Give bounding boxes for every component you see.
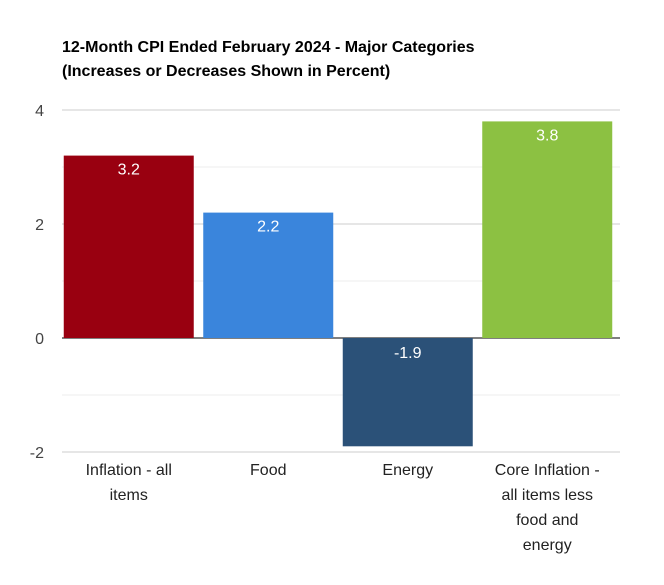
bar-value-label: 2.2 — [257, 219, 279, 236]
x-category-label: Inflation - all — [86, 462, 172, 479]
x-category-label: Energy — [382, 462, 433, 479]
y-tick-label: 4 — [35, 103, 44, 120]
bar-value-label: 3.2 — [118, 162, 140, 179]
y-tick-label: 2 — [35, 217, 44, 234]
chart-title: 12-Month CPI Ended February 2024 - Major… — [62, 39, 475, 56]
bar — [482, 121, 613, 339]
x-category-label: Food — [250, 462, 286, 479]
bar-value-label: 3.8 — [536, 127, 558, 144]
chart-subtitle: (Increases or Decreases Shown in Percent… — [62, 63, 391, 80]
y-tick-label: -2 — [30, 445, 44, 462]
x-category-label: food and — [516, 512, 578, 529]
x-category-label: Core Inflation - — [495, 462, 600, 479]
bar — [63, 155, 194, 338]
bar-value-label: -1.9 — [394, 345, 422, 362]
bar — [203, 212, 334, 338]
chart-title-block: 12-Month CPI Ended February 2024 - Major… — [62, 36, 475, 84]
x-category-label: energy — [523, 537, 572, 554]
y-tick-label: 0 — [35, 331, 44, 348]
x-category-label: all items less — [501, 487, 593, 504]
bar — [342, 338, 473, 447]
x-category-label: items — [110, 487, 148, 504]
